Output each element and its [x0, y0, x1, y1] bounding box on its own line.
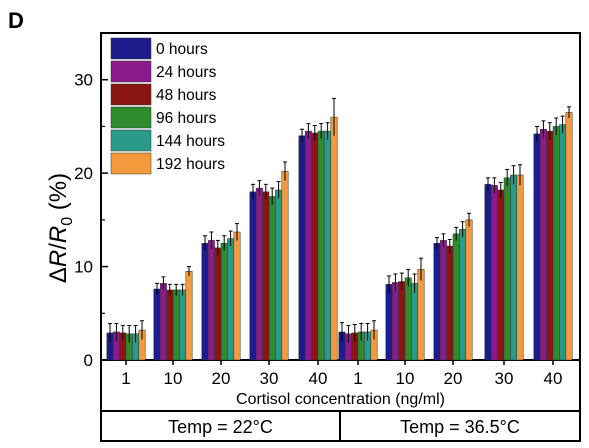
bar	[330, 116, 338, 361]
x-tick-label: 1	[353, 369, 362, 388]
bar	[153, 288, 161, 361]
legend: 0 hours 24 hours 48 hours 96 hours 144 hours…	[110, 37, 225, 175]
legend-swatch	[110, 37, 152, 60]
legend-label: 24 hours	[156, 64, 217, 81]
legend-label: 96 hours	[156, 110, 217, 127]
legend-label: 192 hours	[156, 156, 225, 173]
y-axis-label-sub: 0	[59, 217, 76, 226]
y-axis-label-delta: Δ	[45, 267, 72, 283]
bar	[220, 242, 228, 361]
legend-swatch	[110, 60, 152, 83]
y-axis-label-slash: /	[45, 243, 72, 250]
bar	[516, 174, 524, 361]
bar	[233, 231, 241, 361]
temp-group-label: Temp = 22°C	[168, 417, 273, 437]
legend-label: 0 hours	[156, 41, 208, 58]
x-tick-label: 20	[444, 369, 463, 388]
panel-label: D	[8, 8, 24, 33]
y-axis-label-r: R	[45, 250, 72, 267]
y-tick-label: 20	[74, 164, 93, 183]
bar	[404, 277, 412, 361]
legend-swatch	[110, 83, 152, 106]
y-axis-label-r0: R	[45, 226, 72, 243]
legend-swatch	[110, 152, 152, 175]
bar	[559, 124, 567, 361]
y-axis-label: ΔR/R0 (%)	[45, 173, 76, 283]
bar	[275, 189, 283, 361]
bar	[172, 289, 180, 361]
bar	[255, 187, 263, 361]
x-tick-label: 10	[396, 369, 415, 388]
bar	[304, 130, 312, 361]
bar	[227, 238, 235, 361]
bar	[539, 128, 547, 361]
bar	[159, 283, 167, 361]
bar	[497, 189, 505, 361]
x-tick-label: 30	[495, 369, 514, 388]
x-tick-label: 30	[260, 369, 279, 388]
legend-swatch	[110, 106, 152, 129]
bar	[214, 247, 222, 361]
bar	[324, 130, 332, 361]
y-tick-label: 30	[74, 71, 93, 90]
legend-label: 144 hours	[156, 133, 225, 150]
x-tick-label: 40	[544, 369, 563, 388]
x-tick-label: 40	[309, 369, 328, 388]
bar	[249, 191, 257, 361]
bar	[446, 245, 454, 361]
bar	[398, 281, 406, 361]
bar	[484, 184, 492, 361]
bar	[166, 289, 174, 361]
y-tick-label: 0	[84, 351, 93, 370]
y-axis-label-unit: (%)	[45, 173, 72, 217]
bar	[503, 177, 511, 361]
bar	[546, 130, 554, 361]
bar	[391, 282, 399, 361]
bar	[552, 126, 560, 361]
bar	[311, 132, 319, 361]
y-tick-label: 10	[74, 258, 93, 277]
x-tick-label: 10	[164, 369, 183, 388]
bar	[268, 196, 276, 361]
bar	[565, 112, 573, 361]
bar	[207, 240, 215, 361]
plot-area: 0 10 20 30 1 10 20 30 40 1 10 20 30 40 Cortisol concen…	[74, 32, 581, 442]
bar	[298, 135, 306, 361]
x-axis-title: Cortisol concentration (ng/ml)	[236, 391, 445, 408]
legend-label: 48 hours	[156, 87, 217, 104]
bar	[317, 130, 325, 361]
bar	[465, 219, 473, 361]
x-tick-label: 20	[212, 369, 231, 388]
bar	[185, 270, 193, 361]
bar	[490, 185, 498, 361]
bar	[533, 133, 541, 361]
bar	[510, 174, 518, 361]
bar	[281, 171, 289, 361]
bar	[417, 269, 425, 361]
bar	[459, 228, 467, 361]
bar	[179, 289, 187, 361]
legend-swatch	[110, 129, 152, 152]
bar	[433, 242, 441, 361]
bar	[201, 242, 209, 361]
bar	[452, 233, 460, 361]
temp-group-label: Temp = 36.5°C	[400, 417, 520, 437]
bar	[385, 284, 393, 361]
x-tick-label: 1	[121, 369, 130, 388]
bar	[439, 240, 447, 361]
bar	[411, 283, 419, 361]
bar	[262, 191, 270, 361]
